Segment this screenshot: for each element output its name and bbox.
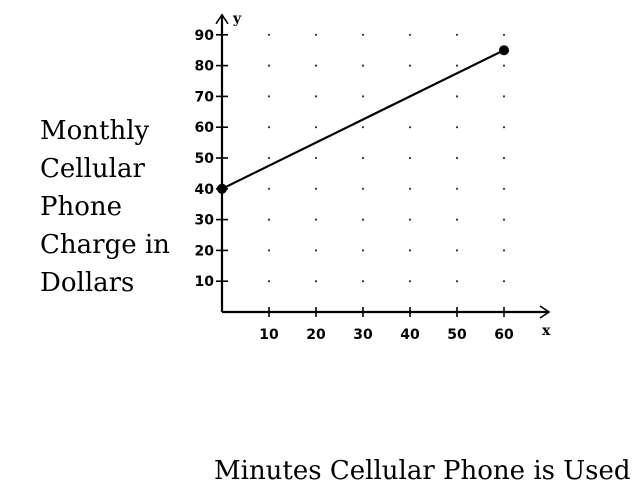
grid-dot [502,126,506,129]
y-axis-title-line: Cellular [40,154,145,184]
x-tick-label: 40 [400,327,420,343]
y-axis-title-line: Dollars [40,268,135,298]
grid-dot [361,156,365,160]
x-tick-label: 30 [353,327,373,343]
grid-dot [408,218,412,221]
grid-dot [267,218,271,221]
grid-dot [502,280,506,283]
grid-dot [267,95,271,98]
grid-dot [455,95,459,98]
y-axis-title-line: Charge in [40,230,170,260]
y-tick-label: 30 [195,213,215,229]
grid-dots [267,33,506,283]
grid-dot [455,249,459,252]
grid-dot [361,64,365,67]
y-axis-title-line: Monthly [40,116,150,146]
grid-dot [267,187,271,190]
y-tick-label: 70 [195,89,215,105]
grid-dot [455,33,459,36]
grid-dot [502,64,506,67]
grid-dot [502,187,506,190]
grid-dot [361,126,365,129]
grid-dot [455,156,459,160]
grid-dot [408,156,412,160]
grid-dot [361,33,365,36]
grid-dot [314,64,318,67]
grid-dot [408,187,412,190]
grid-dot [314,187,318,190]
grid-dot [314,156,318,160]
series-line [221,49,505,190]
grid-dot [408,33,412,36]
x-axis-title: Minutes Cellular Phone is Used [214,456,631,486]
grid-dot [455,64,459,67]
x-axis-arrow [539,305,551,319]
grid-dot [314,218,318,221]
grid-dot [455,187,459,190]
grid-dot [455,280,459,283]
grid-dot [502,218,506,221]
grid-dot [408,64,412,67]
y-tick-label: 80 [195,59,215,75]
grid-dot [502,33,506,36]
y-tick-label: 40 [195,182,215,198]
grid-dot [267,280,271,283]
x-tick-label: 20 [306,327,326,343]
x-tick-label: 10 [259,327,279,343]
ticks: 10 20 30 40 50 60 10 20 30 40 50 60 70 80 90 [195,28,514,343]
grid-dot [502,249,506,252]
y-tick-label: 50 [195,151,215,167]
grid-dot [314,249,318,252]
grid-dot [502,156,506,160]
grid-dot [267,249,271,252]
grid-dot [314,33,318,36]
grid-dot [267,156,271,160]
x-axis-name: x [542,323,551,339]
y-axis-name: y [232,11,242,27]
grid-dot [361,187,365,190]
x-tick-label: 60 [494,327,514,343]
grid-dot [314,280,318,283]
grid-dot [314,95,318,98]
axes: xy [215,11,551,339]
grid-dot [267,64,271,67]
series [217,45,509,194]
grid-dot [314,126,318,129]
y-axis-title-line: Phone [40,192,123,222]
grid-dot [361,249,365,252]
grid-dot [408,126,412,129]
data-point [499,45,509,56]
grid-dot [361,95,365,98]
y-tick-label: 10 [195,274,215,290]
grid-dot [361,280,365,283]
grid-dot [408,280,412,283]
y-axis-arrow [215,13,229,25]
y-tick-label: 20 [195,243,215,259]
x-tick-label: 50 [447,327,467,343]
grid-dot [361,218,365,221]
data-point [217,183,227,194]
grid-dot [502,95,506,98]
grid-dot [455,218,459,221]
grid-dot [455,126,459,129]
y-axis-title: Monthly Cellular Phone Charge in Dollars [40,112,190,302]
grid-dot [267,33,271,36]
y-tick-label: 90 [195,28,215,44]
grid-dot [267,126,271,129]
grid-dot [408,249,412,252]
y-tick-label: 60 [195,120,215,136]
